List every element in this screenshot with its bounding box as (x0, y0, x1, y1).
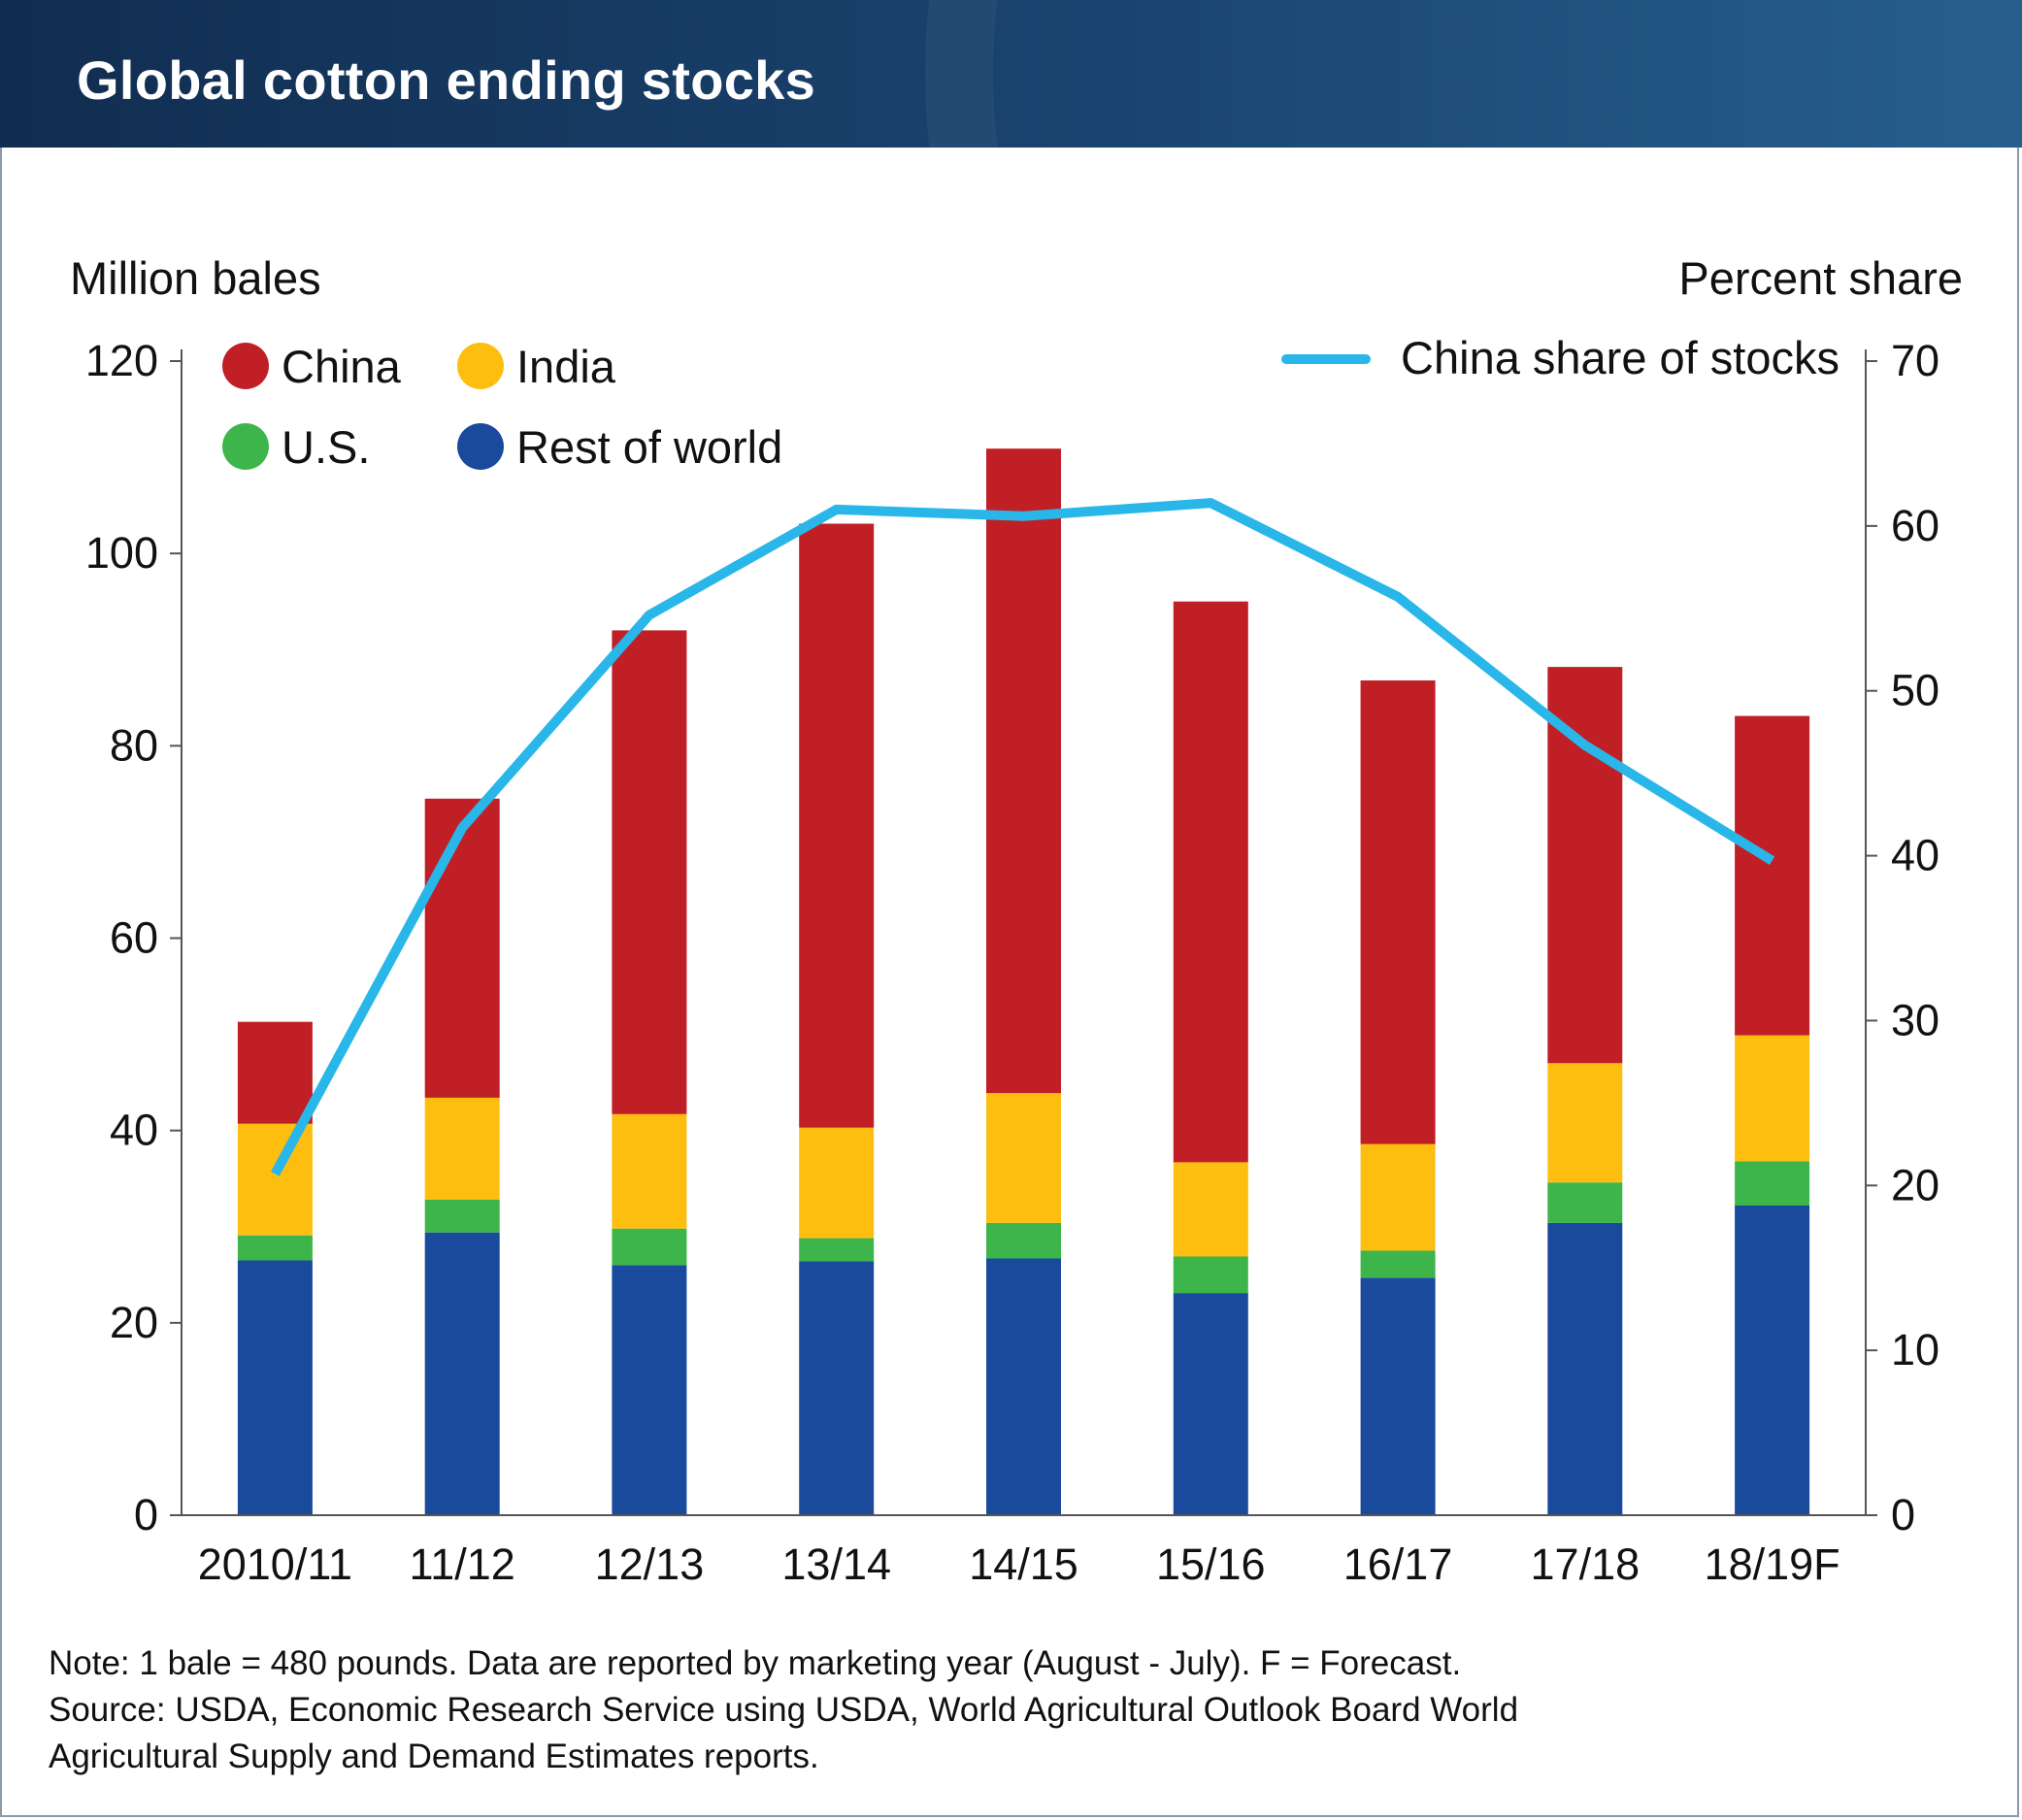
note-line: Note: 1 bale = 480 pounds. Data are repo… (49, 1644, 1462, 1682)
bar-rest-of-world-18-19f (1735, 1206, 1810, 1515)
bar-rest-of-world-13-14 (799, 1261, 875, 1515)
bar-rest-of-world-14-15 (986, 1258, 1061, 1515)
bar-india-13-14 (799, 1127, 875, 1239)
source-line: Source: USDA, Economic Research Service … (49, 1691, 1519, 1729)
chart-title: Global cotton ending stocks (77, 50, 816, 111)
bar-china-2010-11 (237, 1021, 313, 1124)
left-tick-label: 20 (110, 1298, 158, 1347)
left-tick-label: 0 (134, 1490, 158, 1539)
right-tick-label: 10 (1891, 1325, 1939, 1374)
bar-u-s-16-17 (1360, 1250, 1436, 1278)
bar-india-17-18 (1547, 1063, 1623, 1183)
left-tick-label: 40 (110, 1106, 158, 1155)
x-tick-label: 14/15 (969, 1539, 1078, 1589)
legend-swatch-india (457, 343, 504, 389)
bar-rest-of-world-12-13 (612, 1265, 687, 1515)
bar-u-s-17-18 (1547, 1182, 1623, 1223)
left-tick-label: 60 (110, 913, 158, 963)
left-tick-label: 80 (110, 720, 158, 770)
right-tick-label: 20 (1891, 1160, 1939, 1209)
bar-rest-of-world-16-17 (1360, 1277, 1436, 1515)
legend-label-china: China (282, 341, 402, 392)
bar-china-11-12 (424, 798, 500, 1098)
source-line-cont: Agricultural Supply and Demand Estimates… (49, 1737, 819, 1775)
x-tick-label: 15/16 (1156, 1539, 1266, 1589)
legend-label-china-share-of-stocks: China share of stocks (1401, 332, 1840, 383)
bar-china-17-18 (1547, 667, 1623, 1064)
legend-swatch-u-s (222, 423, 269, 470)
x-tick-label: 2010/11 (198, 1539, 352, 1589)
line-group (271, 498, 1775, 1176)
right-axis-title: Percent share (1678, 252, 1963, 304)
bar-rest-of-world-17-18 (1547, 1222, 1623, 1515)
legend-swatch-rest-of-world (457, 423, 504, 470)
chart-frame (0, 148, 2019, 1817)
left-axis-title: Million bales (70, 252, 321, 304)
bar-china-18-19f (1735, 715, 1810, 1036)
legend: China India U.S. Rest of world China share o… (222, 332, 1840, 473)
x-tick-label: 18/19F (1705, 1539, 1840, 1589)
bar-rest-of-world-15-16 (1173, 1293, 1248, 1515)
footnote: Note: 1 bale = 480 pounds. Data are repo… (49, 1640, 1990, 1780)
right-tick-label: 70 (1891, 336, 1939, 385)
bar-u-s-18-19f (1735, 1161, 1810, 1206)
chart-header: Global cotton ending stocks (0, 0, 2022, 148)
legend-label-u-s: U.S. (282, 421, 370, 473)
bar-u-s-14-15 (986, 1222, 1061, 1259)
bar-india-12-13 (612, 1113, 687, 1229)
bar-india-2010-11 (237, 1123, 313, 1236)
bar-u-s-2010-11 (237, 1235, 313, 1261)
bar-china-16-17 (1360, 680, 1436, 1144)
right-tick-label: 0 (1891, 1490, 1915, 1539)
bar-u-s-13-14 (799, 1238, 875, 1262)
bar-rest-of-world-2010-11 (237, 1260, 313, 1515)
bar-u-s-12-13 (612, 1228, 687, 1266)
right-tick-label: 40 (1891, 831, 1939, 880)
bar-china-14-15 (986, 448, 1061, 1094)
legend-label-india: India (516, 341, 616, 392)
left-tick-label: 120 (85, 336, 158, 385)
bar-india-18-19f (1735, 1035, 1810, 1162)
x-tick-label: 17/18 (1531, 1539, 1641, 1589)
bar-india-16-17 (1360, 1143, 1436, 1251)
x-tick-label: 16/17 (1343, 1539, 1453, 1589)
bar-china-15-16 (1173, 601, 1248, 1163)
bar-india-14-15 (986, 1093, 1061, 1223)
bar-group (237, 448, 1810, 1515)
bar-china-12-13 (612, 630, 687, 1114)
x-tick-label: 12/13 (595, 1539, 705, 1589)
right-tick-label: 30 (1891, 995, 1939, 1044)
bar-rest-of-world-11-12 (424, 1232, 500, 1515)
x-tick-label: 13/14 (781, 1539, 891, 1589)
bar-india-11-12 (424, 1098, 500, 1200)
line-china-share-of-stocks (271, 498, 1775, 1176)
right-tick-label: 50 (1891, 666, 1939, 715)
legend-label-rest-of-world: Rest of world (516, 421, 782, 473)
right-tick-label: 60 (1891, 501, 1939, 550)
axes: 0 20 40 60 80 100 120 0 10 20 30 40 50 60 70 2010/11 11/… (85, 336, 1939, 1589)
bar-china-13-14 (799, 523, 875, 1128)
bar-india-15-16 (1173, 1162, 1248, 1257)
bar-u-s-15-16 (1173, 1256, 1248, 1294)
left-tick-label: 100 (85, 528, 158, 578)
stacked-bar-chart: Million bales Percent share 020406080100… (70, 252, 1963, 1589)
legend-swatch-china (222, 343, 269, 389)
x-tick-label: 11/12 (410, 1539, 515, 1589)
bar-u-s-11-12 (424, 1200, 500, 1233)
